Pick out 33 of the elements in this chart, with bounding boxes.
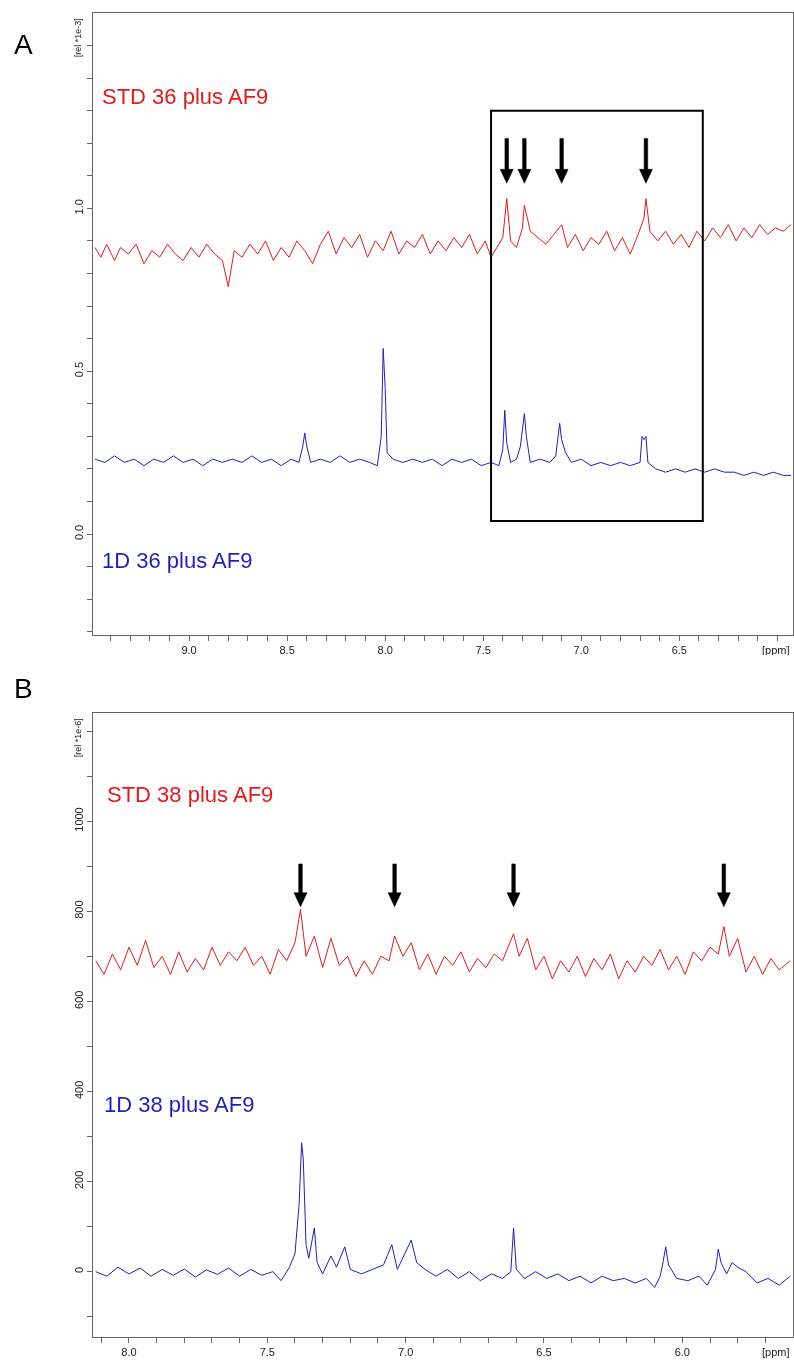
line-series [94, 198, 792, 288]
text: STD 38 plus AF9 [107, 782, 274, 807]
text: 1D 38 plus AF9 [104, 1092, 255, 1117]
text: 1D 36 plus AF9 [102, 548, 253, 573]
x-tick-label: 7.5 [259, 1346, 275, 1359]
text: STD 36 plus AF9 [102, 84, 269, 109]
y-tick-label: 400 [72, 1080, 85, 1099]
text: B [14, 673, 33, 704]
y-tick-label: 1000 [72, 807, 85, 832]
x-tick-label: 8.0 [121, 1346, 137, 1359]
x-tick-label: 7.0 [573, 644, 589, 657]
y-tick-label: 600 [72, 990, 85, 1009]
y-tick-label: 1.0 [72, 199, 85, 215]
x-axis-title: [ppm] [762, 1346, 790, 1358]
line-series [94, 347, 792, 476]
x-tick-label: 7.0 [398, 1346, 414, 1359]
y-tick-label: 800 [72, 900, 85, 919]
line-series [95, 1142, 791, 1288]
x-tick-label: 9.0 [181, 644, 197, 657]
y-tick-label: 0.0 [72, 524, 85, 541]
y-tick-label: 0 [72, 1266, 85, 1274]
text: A [14, 29, 33, 60]
y-axis-title: [rel *1e-6] [72, 718, 83, 758]
x-tick-label: 7.5 [475, 644, 491, 657]
x-tick-label: 6.0 [674, 1346, 690, 1359]
line-series [95, 908, 791, 980]
y-axis-title: [rel *1e-3] [72, 18, 83, 58]
x-tick-label: 8.0 [377, 644, 393, 657]
x-tick-label: 6.5 [536, 1346, 552, 1359]
x-tick-label: 6.5 [671, 644, 687, 657]
y-tick-label: 200 [72, 1170, 85, 1190]
x-tick-label: 8.5 [279, 644, 295, 657]
y-tick-label: 0.5 [72, 361, 85, 378]
